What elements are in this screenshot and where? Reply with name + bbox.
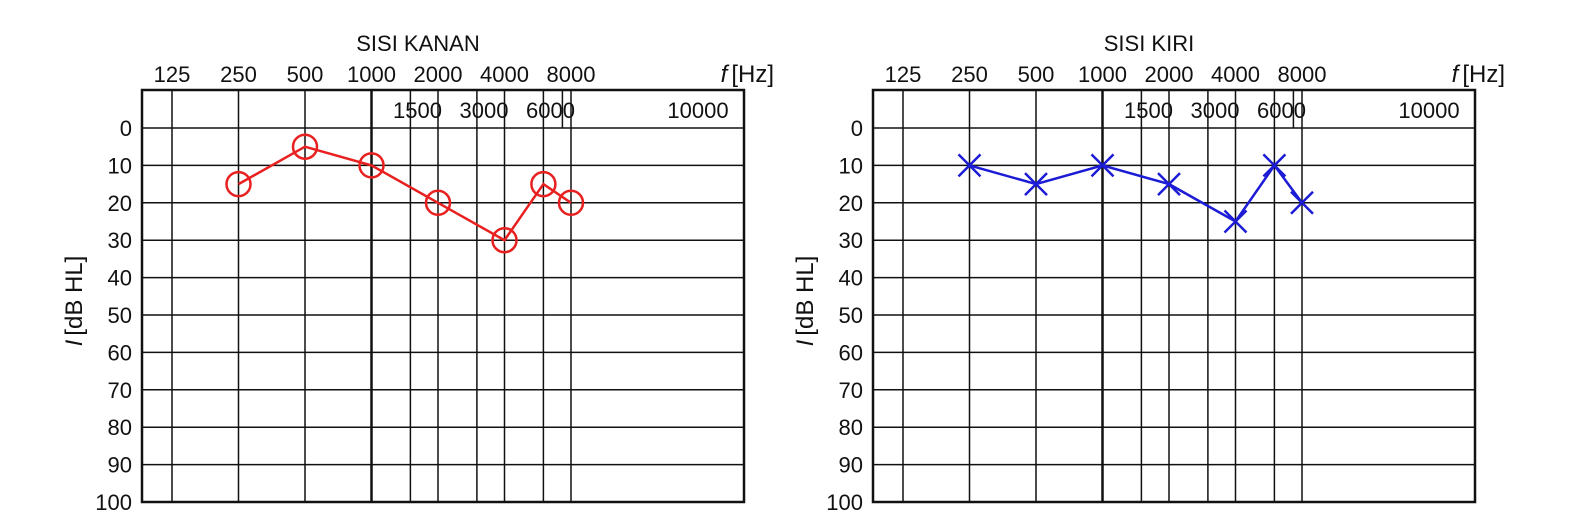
x-axis-unit: [Hz] — [731, 61, 774, 88]
x-inner-tick-label: 6000 — [526, 98, 575, 123]
x-tick-label: 8000 — [1278, 62, 1327, 87]
x-tick-label: 250 — [951, 62, 988, 87]
y-axis-symbol: I — [61, 339, 88, 346]
y-axis-label: I [dB HL] — [792, 256, 819, 347]
data-point-cross — [1024, 172, 1048, 196]
data-point-cross — [1223, 209, 1248, 234]
x-tick-label: 4000 — [1211, 62, 1260, 87]
y-tick-label: 80 — [839, 415, 863, 440]
y-tick-label: 60 — [839, 340, 863, 365]
y-tick-label: 80 — [108, 415, 132, 440]
y-tick-label: 50 — [108, 303, 132, 328]
x-axis-label: f [Hz] — [721, 61, 774, 88]
chart-left-ear: SISI KIRI 125 250 500 1000 2000 4000 8000 f [Hz] 0… — [792, 31, 1505, 515]
x-tick-label: 125 — [885, 62, 922, 87]
y-axis-symbol: I — [792, 339, 819, 346]
y-tick-label: 20 — [839, 191, 863, 216]
y-tick-label: 10 — [108, 153, 132, 178]
y-tick-label: 100 — [826, 490, 863, 515]
y-tick-label: 40 — [108, 266, 132, 291]
x-tick-label: 500 — [1018, 62, 1055, 87]
y-tick-label: 30 — [108, 228, 132, 253]
y-tick-label: 30 — [839, 228, 863, 253]
y-tick-label: 50 — [839, 303, 863, 328]
x-tick-label: 500 — [287, 62, 324, 87]
y-axis-unit: [dB HL] — [61, 256, 88, 336]
x-inner-tick-label: 1500 — [1124, 98, 1173, 123]
chart-title: SISI KANAN — [356, 31, 479, 56]
data-point-cross — [1090, 153, 1115, 178]
x-inner-tick-label: 3000 — [1191, 98, 1240, 123]
x-tick-label: 2000 — [414, 62, 463, 87]
data-point-cross — [1290, 190, 1314, 215]
x-tick-label: 4000 — [480, 62, 529, 87]
y-tick-label: 0 — [120, 116, 132, 141]
data-point-cross — [1262, 153, 1287, 178]
y-tick-label: 90 — [108, 453, 132, 478]
x-inner-tick-label: 10000 — [1398, 98, 1459, 123]
x-tick-label: 1000 — [347, 62, 396, 87]
y-tick-label: 90 — [839, 453, 863, 478]
series-line — [969, 163, 1304, 224]
y-axis-label: I [dB HL] — [61, 256, 88, 347]
x-axis-symbol: f — [1452, 61, 1461, 88]
data-point-circle — [225, 170, 252, 198]
y-axis-unit: [dB HL] — [792, 256, 819, 336]
x-inner-tick-label: 1500 — [393, 98, 442, 123]
y-tick-label: 100 — [95, 490, 132, 515]
y-tick-label: 70 — [839, 378, 863, 403]
x-tick-label: 125 — [154, 62, 191, 87]
x-tick-label: 8000 — [547, 62, 596, 87]
series-line — [237, 145, 572, 242]
data-point-circle — [530, 170, 557, 198]
data-point-circle — [358, 152, 385, 179]
plot-border — [140, 88, 746, 504]
x-tick-label: 250 — [220, 62, 257, 87]
chart-title: SISI KIRI — [1104, 31, 1194, 56]
x-axis-symbol: f — [721, 61, 730, 88]
x-axis-unit: [Hz] — [1462, 61, 1505, 88]
y-tick-label: 70 — [108, 378, 132, 403]
x-inner-tick-label: 10000 — [667, 98, 728, 123]
data-point-circle — [557, 189, 585, 217]
data-point-cross — [957, 153, 982, 178]
x-axis-label: f [Hz] — [1452, 61, 1505, 88]
x-tick-label: 1000 — [1078, 62, 1127, 87]
y-tick-label: 60 — [108, 340, 132, 365]
x-tick-label: 2000 — [1145, 62, 1194, 87]
y-tick-label: 10 — [839, 153, 863, 178]
data-point-circle — [491, 226, 518, 254]
data-point-circle — [291, 133, 319, 160]
y-tick-label: 20 — [108, 191, 132, 216]
plot-border — [871, 88, 1477, 504]
data-point-circle — [424, 189, 452, 217]
y-tick-label: 40 — [839, 266, 863, 291]
y-tick-label: 0 — [851, 116, 863, 141]
x-inner-tick-label: 6000 — [1257, 98, 1306, 123]
x-inner-tick-label: 3000 — [460, 98, 509, 123]
data-point-cross — [1157, 172, 1181, 196]
